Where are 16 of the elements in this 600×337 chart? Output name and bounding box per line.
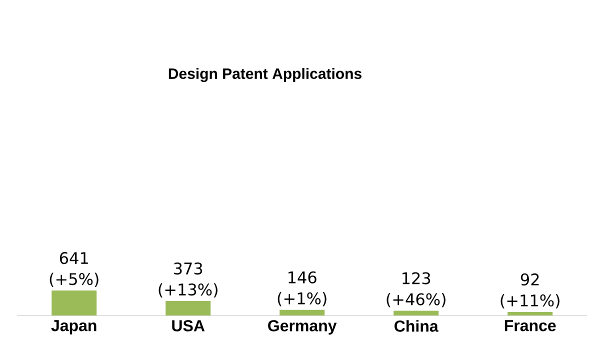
chart-title: Design Patent Applications: [168, 68, 362, 82]
bar: [166, 300, 211, 316]
data-label: 641 (+5%): [50, 252, 98, 287]
x-tick-label: Japan: [51, 320, 96, 334]
bar: [280, 310, 325, 316]
x-tick-label: USA: [172, 320, 205, 332]
bar: [508, 312, 553, 316]
data-label: 373 (+13%): [158, 262, 218, 298]
data-label: 146 (+1%): [278, 271, 326, 306]
x-tick-label: France: [504, 320, 556, 332]
data-label: 92 (+11%): [500, 273, 560, 308]
bar: [52, 290, 97, 316]
bar: [394, 310, 439, 316]
x-tick-label: China: [394, 320, 438, 332]
x-tick-label: Germany: [268, 320, 337, 335]
data-label: 123 (+46%): [386, 272, 446, 308]
